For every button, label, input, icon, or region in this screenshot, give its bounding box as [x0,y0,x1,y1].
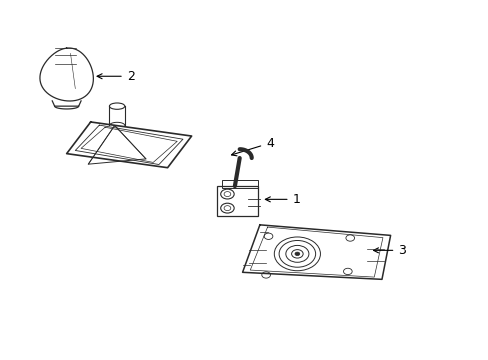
Text: 4: 4 [231,136,273,156]
Circle shape [294,252,299,256]
Text: 2: 2 [97,70,134,83]
Text: 1: 1 [265,193,300,206]
Text: 3: 3 [373,244,406,257]
